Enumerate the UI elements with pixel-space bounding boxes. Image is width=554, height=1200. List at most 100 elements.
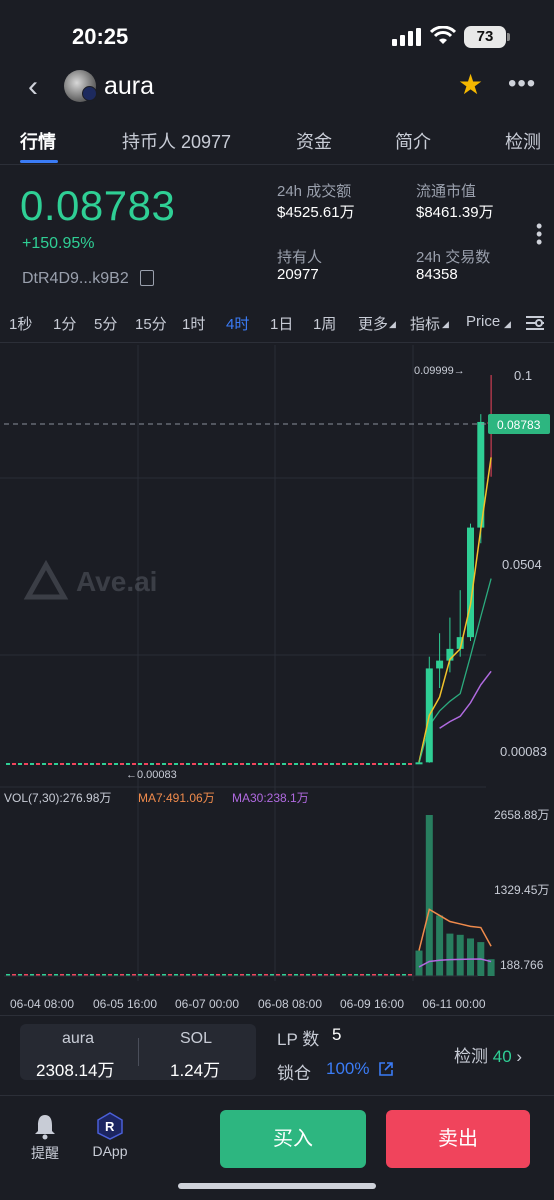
indicator-menu[interactable]: 指标 [410,316,441,333]
flat-candle [48,763,52,765]
flat-volume-bar [408,974,412,976]
vertical-more-icon[interactable]: • • • [536,216,543,252]
x-axis-label: 06-04 08:00 [10,997,74,1011]
flat-candle [294,763,298,765]
candle-body [477,421,485,528]
stat-value-tx-count: 84358 [416,266,458,283]
flat-volume-bar [288,974,292,976]
price-chart[interactable]: Ave.ai 0.08783 0.09999→ ←0.00083 0.1 0.0… [0,345,554,1021]
flat-volume-bar [84,974,88,976]
flat-candle [342,763,346,765]
current-price-tag-text: 0.08783 [497,418,541,432]
stat-value-market-cap: $8461.39万 [416,204,494,221]
flat-candle [144,763,148,765]
tab-detect[interactable]: 检测 [505,132,541,152]
flat-volume-bar [300,974,304,976]
watermark-logo: Ave.ai [23,559,157,600]
buy-button[interactable]: 买入 [220,1110,366,1168]
flat-candle [408,763,412,765]
flat-volume-bar [318,974,322,976]
tab-bar: 行情 持币人 20977 资金 简介 检测 [0,124,554,164]
flat-candle [240,763,244,765]
svg-text:R: R [105,1119,115,1134]
price-mode-menu[interactable]: Price [466,313,501,330]
flat-candle [360,763,364,765]
chart-grid [0,345,486,981]
favorite-star-icon[interactable]: ★ [458,69,484,100]
flat-candle [282,763,286,765]
tab-funds[interactable]: 资金 [296,132,332,152]
flat-candle [396,763,400,765]
flat-volume-bar [168,974,172,976]
flat-candle [312,763,316,765]
flat-volume-bar [402,974,406,976]
candle-body [436,660,444,669]
flat-volume-bar [24,974,28,976]
y-tick-mid: 0.0504 [502,557,542,572]
timeframe-more[interactable]: 更多 [358,316,389,333]
detect-score-link[interactable]: 检测 40 › [454,1042,522,1067]
flat-volume-bar [36,974,40,976]
candle-body [446,648,454,661]
stat-label-volume: 24h 成交额 [277,183,352,200]
vol-tick-bottom: 188.766 [500,958,544,972]
timeframe-5m[interactable]: 5分 [94,316,118,333]
tab-intro[interactable]: 简介 [395,132,431,152]
timeframe-1m[interactable]: 1分 [53,316,77,333]
pair-sol-label: SOL [180,1030,213,1047]
dapp-nav-label: DApp [92,1143,128,1159]
flat-candle [186,763,190,765]
alert-nav-item[interactable]: 提醒 [28,1112,62,1163]
timeframe-1d[interactable]: 1日 [270,316,294,333]
solana-badge-icon [82,86,97,101]
flat-volume-bar [378,974,382,976]
tab-holders[interactable]: 持币人 20977 [122,132,232,152]
chart-settings-icon[interactable] [524,313,546,333]
flat-candle [300,763,304,765]
flat-candle [348,763,352,765]
candle-body [467,527,474,638]
wifi-icon [430,26,456,44]
timeframe-15m[interactable]: 15分 [135,316,167,333]
back-icon[interactable]: ‹ [28,70,38,103]
flat-candle [30,763,34,765]
vol-tick-top: 2658.88万 [494,808,549,822]
volume-bar [446,933,454,976]
flat-volume-bar [12,974,16,976]
external-link-icon[interactable] [378,1061,394,1077]
flat-candle [306,763,310,765]
flat-volume-bar [96,974,100,976]
vol-legend: VOL(7,30):276.98万 [4,791,111,805]
liquidity-pair-panel: aura 2308.14万 SOL 1.24万 [20,1024,256,1080]
tab-market[interactable]: 行情 [20,132,56,152]
volume-bar [415,950,423,976]
more-options-icon[interactable]: ••• [508,70,537,97]
timeframe-4h[interactable]: 4时 [226,316,250,333]
flat-candle [72,763,76,765]
x-axis-label: 06-09 16:00 [340,997,404,1011]
price-caret-icon: ◢ [504,319,511,329]
dapp-nav-item[interactable]: R DApp [90,1112,130,1159]
detect-score: 40 [492,1047,512,1066]
flat-candle [138,763,142,765]
volume-bar [425,815,433,976]
flat-candle [156,763,160,765]
flat-candle [120,763,124,765]
timeframe-1s[interactable]: 1秒 [9,316,33,333]
flat-volume-bar [108,974,112,976]
divider [0,1015,554,1016]
flat-candle [210,763,214,765]
flat-volume-bar [234,974,238,976]
sell-button[interactable]: 卖出 [386,1110,530,1168]
copy-icon[interactable] [140,270,154,286]
vol-ma7-line [418,908,492,951]
flat-volume-bar [120,974,124,976]
low-price-label: ←0.00083 [126,769,177,781]
timeframe-1h[interactable]: 1时 [182,316,206,333]
flat-volume-bar [204,974,208,976]
flat-volume-bar [102,974,106,976]
battery-indicator: 73 [464,26,510,48]
flat-candle [198,763,202,765]
flat-volume-bar [270,974,274,976]
timeframe-1w[interactable]: 1周 [313,316,337,333]
